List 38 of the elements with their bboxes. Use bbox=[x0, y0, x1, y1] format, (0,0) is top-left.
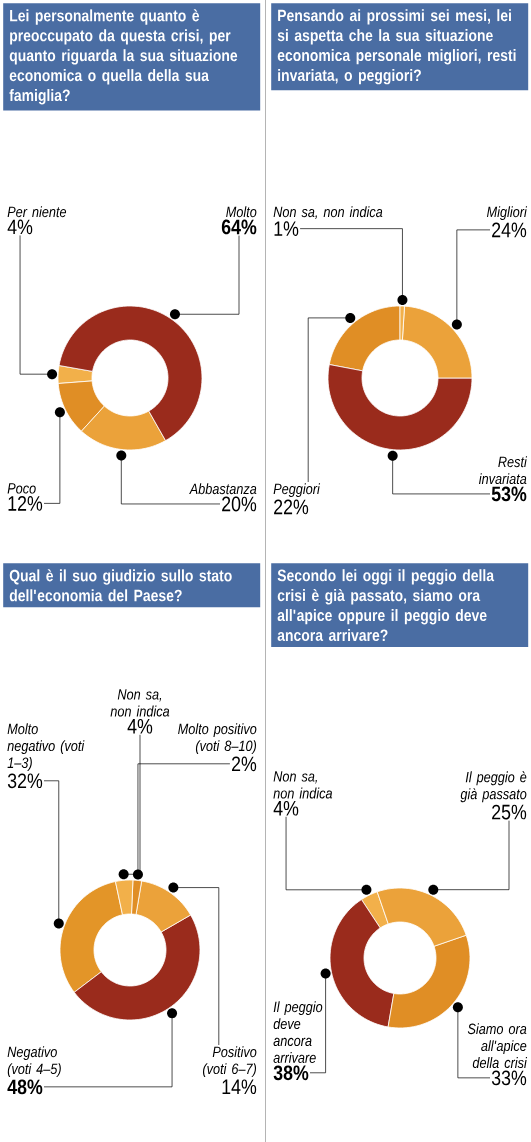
slice-label: Positivo (voti 6–7) bbox=[202, 1046, 257, 1078]
data-label: 1% bbox=[274, 221, 299, 236]
slice-label: Molto positivo (voti 8–10) bbox=[178, 723, 257, 755]
slice-label: Molto bbox=[226, 206, 257, 218]
data-label: 22% bbox=[274, 499, 309, 515]
data-label: 33% bbox=[491, 1070, 527, 1086]
slice-label: Non sa, non indica bbox=[273, 771, 333, 799]
slice-label: Abbastanza bbox=[189, 483, 257, 495]
data-label: 4% bbox=[7, 219, 33, 235]
data-label: 4% bbox=[127, 718, 153, 734]
slice-label: Migliori bbox=[486, 206, 528, 221]
data-label: 2% bbox=[231, 756, 257, 772]
slice-label: Molto negativo (voti 1–3) bbox=[7, 723, 85, 771]
data-label: 25% bbox=[492, 804, 527, 820]
data-label: 12% bbox=[8, 496, 43, 511]
chart-title: Qual è il suo giudizio sullo stato dell'economia del Paese? bbox=[9, 569, 232, 602]
data-label: 14% bbox=[222, 1079, 257, 1095]
data-label: 20% bbox=[222, 496, 257, 512]
data-label: 32% bbox=[7, 773, 43, 789]
slice-label: Non sa, non indica bbox=[273, 206, 383, 219]
slice-label: Non sa, non indica bbox=[110, 689, 170, 717]
slice-label: Peggiori bbox=[273, 483, 321, 498]
chart-title: Pensando ai prossimi sei mesi, lei si aspetta che la sua situazione economica personale migliori, resti invariata, o peggiori? bbox=[277, 9, 516, 85]
data-label: 4% bbox=[273, 800, 299, 816]
slice-label: Siamo ora all'apice della crisi bbox=[467, 1023, 528, 1069]
slice-label: Poco bbox=[7, 483, 36, 494]
data-label: 64% bbox=[221, 219, 257, 235]
data-label: 48% bbox=[7, 1079, 43, 1095]
slice-label: Il peggio è già passato bbox=[460, 771, 527, 803]
chart-title: Lei personalmente quanto è preoccupato da questa crisi, per quanto riguarda la sua situazione economica o quella della sua famiglia? bbox=[9, 9, 238, 105]
slice-label: Per niente bbox=[7, 206, 67, 218]
data-label: 24% bbox=[492, 222, 527, 238]
data-label: 38% bbox=[273, 1065, 309, 1081]
slice-label: Negativo (voti 4–5) bbox=[7, 1046, 61, 1078]
slice-label: Resti invariata bbox=[478, 456, 528, 485]
data-label: 53% bbox=[491, 486, 527, 502]
chart-title: Secondo lei oggi il peggio della crisi è già passato, siamo ora all'apice oppure il peggio deve ancora arrivare? bbox=[277, 569, 495, 642]
slice-label: Il peggio deve ancora arrivare bbox=[273, 1001, 323, 1063]
